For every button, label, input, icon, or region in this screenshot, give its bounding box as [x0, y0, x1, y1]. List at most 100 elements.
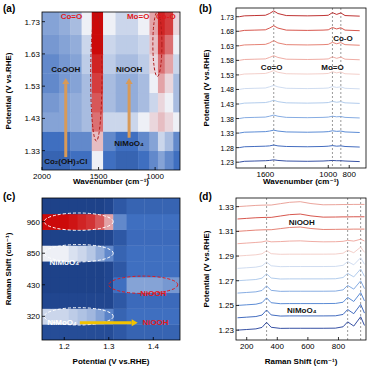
heat-cell	[82, 112, 93, 132]
y-tick	[236, 305, 239, 306]
spectrum-line	[238, 293, 365, 306]
heat-cell	[162, 261, 180, 277]
heat-cell	[149, 35, 158, 55]
panel-label: (a)	[3, 3, 15, 14]
panel-label: (c)	[3, 191, 15, 202]
heat-cell	[113, 261, 127, 277]
heat-cell	[42, 131, 48, 151]
x-tick	[265, 165, 266, 168]
heat-cell	[173, 112, 180, 132]
heat-cell	[144, 245, 162, 261]
heat-cell	[104, 261, 113, 277]
y-tick-label: 1.27	[218, 277, 234, 286]
heat-cell	[42, 35, 48, 55]
x-axis-label: Potential (V vs.RHE)	[73, 357, 150, 366]
heat-cell	[165, 131, 174, 151]
heat-cell	[78, 277, 87, 293]
heat-cell	[127, 35, 139, 55]
spectrum-line	[238, 269, 365, 281]
heat-cell	[162, 214, 180, 230]
heat-cell	[48, 12, 60, 35]
heat-cell	[70, 93, 82, 113]
heat-cell	[173, 131, 180, 151]
x-tick	[155, 167, 156, 170]
heat-cell	[158, 112, 165, 132]
heat-cell	[149, 93, 158, 113]
y-tick-label: 1.25	[218, 301, 234, 310]
y-tick-label: 1.73	[220, 14, 234, 21]
heat-cell	[149, 73, 158, 93]
heat-cell	[144, 198, 162, 214]
y-tick	[236, 206, 239, 207]
heat-cell	[87, 198, 96, 214]
heat-cell	[70, 35, 82, 55]
heat-cell	[127, 230, 145, 246]
heat-cell	[48, 131, 60, 151]
heat-cell	[51, 198, 60, 214]
heat-cell	[42, 293, 51, 309]
y-tick	[236, 256, 239, 257]
heat-cell	[116, 35, 128, 55]
annotation: Co₂(OH)₃Cl	[44, 157, 87, 166]
y-tick-label: 1.58	[220, 57, 234, 64]
annotation: NiOOH	[140, 289, 166, 298]
y-axis-label: Potential (V vs.RHE)	[202, 230, 211, 307]
heat-cell	[82, 12, 93, 35]
y-tick-label: 320	[27, 312, 41, 321]
y-tick-label: 1.43	[220, 101, 234, 108]
heat-cell	[82, 35, 93, 55]
spectrum-line	[239, 56, 360, 61]
y-tick-label: 1.53	[220, 72, 234, 79]
spectrum-line	[239, 26, 360, 32]
heat-cell	[149, 112, 158, 132]
x-axis-label: Wavenumber (cm⁻¹)	[73, 177, 149, 186]
heat-cell	[165, 35, 174, 55]
heat-cell	[104, 324, 113, 340]
spectrum-line	[238, 317, 365, 330]
heat-cell	[173, 151, 180, 170]
x-tick-label: 200	[240, 342, 254, 351]
heat-cell	[87, 293, 96, 309]
reference-line	[332, 8, 333, 168]
heat-cell	[87, 261, 96, 277]
heat-cell	[103, 112, 116, 132]
spectrum-line	[238, 258, 365, 269]
y-tick-label: 1.73	[24, 18, 40, 27]
heat-cell	[116, 112, 128, 132]
heat-cell	[127, 151, 139, 170]
y-tick	[236, 280, 239, 281]
heat-cell	[165, 73, 174, 93]
heat-cell	[48, 112, 60, 132]
heat-cell	[165, 151, 174, 170]
annotation: Mo=O	[321, 63, 343, 72]
arrow-head	[126, 78, 133, 84]
x-tick-label: 600	[301, 342, 315, 351]
heat-cell	[165, 93, 174, 113]
spectrum-line	[239, 11, 360, 17]
y-axis-label: Raman Shift (cm⁻¹)	[4, 232, 13, 305]
y-tick-label: 1.29	[218, 252, 234, 261]
heat-cell	[70, 131, 82, 151]
plot-frame	[236, 198, 366, 340]
heat-cell	[138, 112, 150, 132]
heat-cell	[70, 73, 82, 93]
spectrum-line	[238, 247, 365, 256]
heat-cell	[162, 198, 180, 214]
y-tick	[42, 150, 45, 151]
heat-cell	[82, 131, 93, 151]
heat-cell	[51, 230, 60, 246]
heat-cell	[78, 293, 87, 309]
heat-cell	[87, 277, 96, 293]
y-tick-label: 1.33	[218, 203, 234, 212]
y-tick	[236, 16, 239, 17]
x-tick-label: 800	[332, 342, 346, 351]
heat-cell	[173, 73, 180, 93]
spectrum-line	[238, 202, 365, 207]
heat-cell	[103, 35, 116, 55]
heat-cell	[42, 93, 48, 113]
heat-cell	[103, 12, 116, 35]
y-tick	[42, 253, 45, 254]
heat-cell	[144, 214, 162, 230]
y-tick	[42, 284, 45, 285]
heat-cell	[69, 277, 78, 293]
